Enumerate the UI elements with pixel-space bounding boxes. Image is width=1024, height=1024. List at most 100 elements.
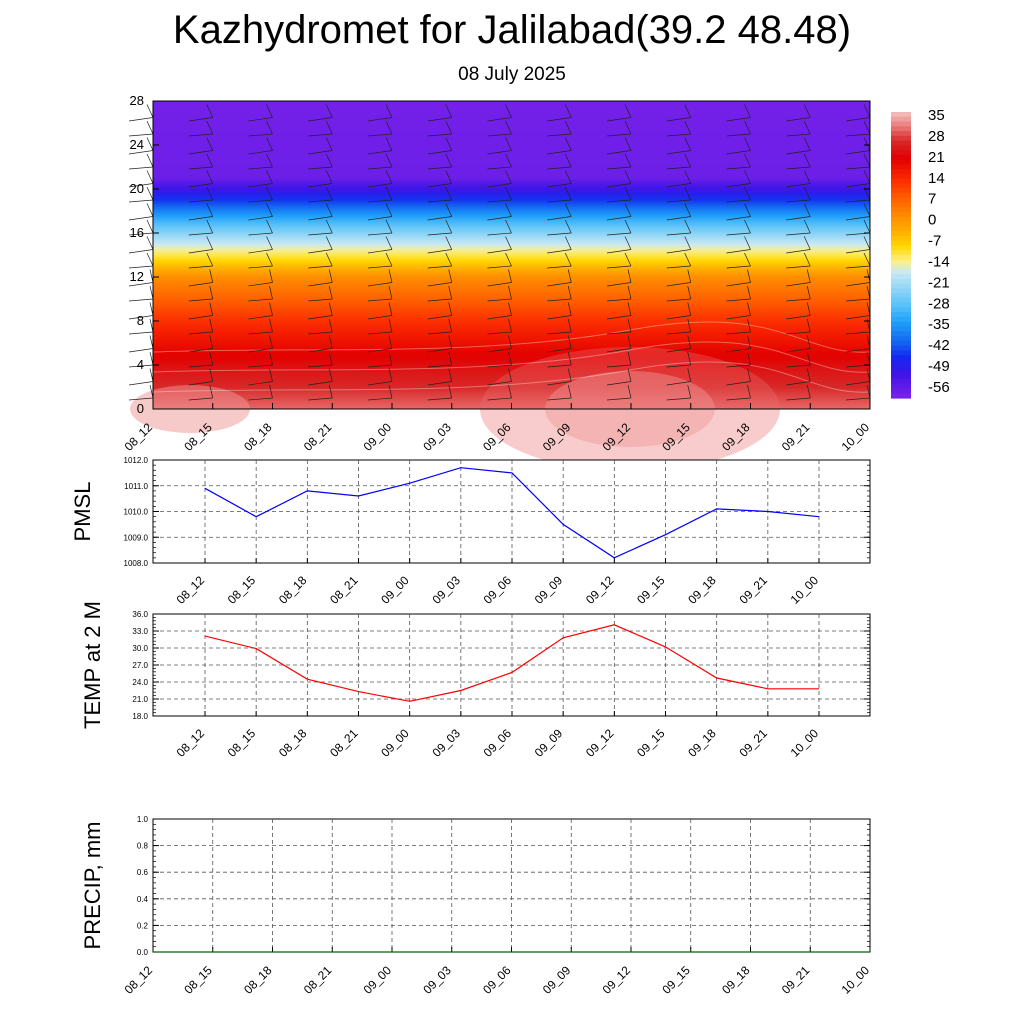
colorbar-label: 0: [928, 212, 936, 229]
barb-flag: [367, 117, 393, 122]
barb-flag: [188, 282, 213, 287]
barb-flag: [128, 348, 154, 353]
x-tick-label: 09_15: [634, 726, 668, 760]
barb-shaft: [744, 219, 751, 234]
barb-flag: [128, 397, 154, 401]
barb-shaft: [385, 120, 393, 135]
barb-flag: [367, 232, 393, 236]
barb-flag: [606, 364, 632, 368]
x-tick-label: 09_18: [685, 573, 719, 607]
colorbar-segment: [891, 340, 911, 347]
barb-shaft: [206, 186, 214, 201]
barb-shaft: [803, 236, 811, 250]
barb-shaft: [684, 104, 692, 118]
barb-flag: [487, 117, 512, 122]
colorbar-segment: [891, 374, 911, 380]
barb-flag: [367, 249, 393, 254]
barb-flag: [367, 133, 393, 137]
x-tick-label: 09_15: [634, 573, 668, 607]
barb-shaft: [567, 368, 572, 382]
barb-flag: [367, 381, 393, 386]
barb-shaft: [687, 269, 692, 283]
chart-title: Kazhydromet for Jalilabad(39.2 48.48): [172, 8, 852, 52]
barb-shaft: [747, 335, 751, 349]
barb-flag: [308, 117, 333, 122]
barb-shaft: [328, 351, 333, 366]
barb-flag: [666, 117, 691, 122]
barb-flag: [666, 331, 691, 335]
barb-shaft: [687, 384, 692, 399]
barb-flag: [786, 150, 811, 155]
barb-shaft: [863, 170, 871, 184]
barb-shaft: [266, 186, 273, 201]
barb-flag: [487, 331, 512, 335]
barb-shaft: [744, 137, 751, 151]
barb-flag: [367, 348, 393, 353]
barb-flag: [845, 216, 871, 221]
barb-flag: [128, 364, 154, 368]
x-tick-label: 09_21: [736, 726, 770, 760]
x-tick-label: 09_03: [429, 573, 463, 607]
barb-flag: [308, 199, 333, 203]
colorbar-segment: [891, 202, 911, 208]
x-tick-label: 09_18: [719, 963, 753, 997]
barb-shaft: [564, 104, 572, 118]
barb-shaft: [448, 368, 453, 382]
barb-shaft: [146, 153, 154, 168]
barb-flag: [666, 381, 691, 386]
barb-shaft: [744, 170, 751, 184]
barb-shaft: [385, 104, 393, 118]
barb-flag: [188, 199, 213, 203]
barb-flag: [606, 331, 632, 335]
colorbar-segment: [891, 178, 911, 185]
barb-flag: [367, 397, 393, 401]
barb-flag: [487, 265, 512, 269]
barb-shaft: [747, 318, 751, 333]
colorbar-segment: [891, 159, 911, 166]
barb-flag: [726, 315, 751, 320]
barb-shaft: [627, 335, 632, 349]
x-tick-label: 08_12: [174, 726, 208, 760]
barb-flag: [427, 166, 452, 170]
barb-shaft: [863, 153, 871, 168]
barb-flag: [845, 348, 871, 353]
barb-flag: [128, 331, 154, 335]
colorbar-segment: [891, 302, 911, 309]
barb-flag: [427, 315, 452, 320]
barb-shaft: [328, 285, 333, 300]
barb-shaft: [567, 269, 572, 283]
x-tick-label: 10_00: [788, 573, 822, 607]
barb-shaft: [385, 236, 393, 250]
barb-flag: [487, 249, 512, 254]
barb-flag: [786, 381, 811, 386]
contour-line: [152, 361, 871, 393]
barb-shaft: [684, 186, 692, 201]
barb-shaft: [445, 153, 453, 168]
barb-flag: [367, 150, 393, 155]
barb-shaft: [385, 203, 393, 217]
barb-shaft: [744, 186, 751, 201]
barb-shaft: [627, 384, 632, 399]
barb-shaft: [508, 335, 512, 349]
x-tick-label: 09_09: [532, 573, 566, 607]
barb-shaft: [209, 269, 214, 283]
barb-shaft: [684, 170, 692, 184]
colorbar-segment: [891, 221, 911, 227]
barb-flag: [845, 381, 871, 386]
colorbar-segment: [891, 331, 911, 337]
colorbar-segment: [891, 316, 911, 323]
y-tick-label: 36.0: [132, 610, 148, 619]
x-tick-label: 09_03: [420, 963, 454, 997]
barb-flag: [128, 282, 154, 287]
barb-flag: [308, 216, 333, 221]
barb-shaft: [803, 219, 811, 234]
barb-shaft: [206, 252, 214, 267]
barb-shaft: [385, 170, 393, 184]
colorbar-segment: [891, 164, 911, 170]
barb-flag: [786, 265, 811, 269]
barb-shaft: [684, 120, 692, 135]
barb-flag: [487, 364, 512, 368]
barb-shaft: [567, 285, 572, 300]
